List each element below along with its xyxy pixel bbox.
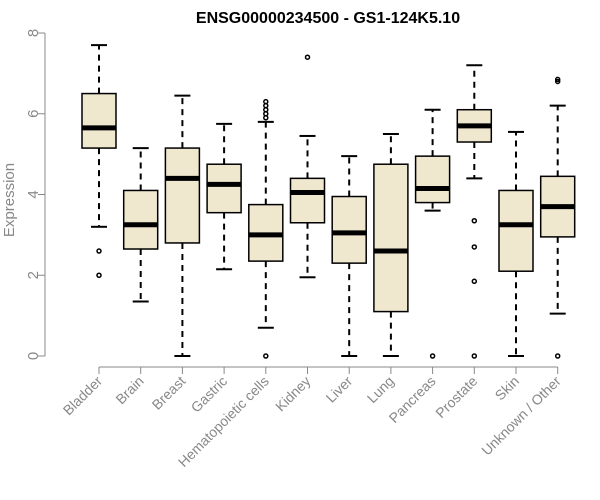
box-skin bbox=[498, 130, 534, 357]
y-tick-label: 6 bbox=[25, 110, 42, 118]
box-body bbox=[331, 195, 367, 264]
box-prostate bbox=[456, 64, 493, 359]
x-tick-label: Unknown / Other bbox=[478, 373, 564, 459]
outlier-point bbox=[471, 353, 478, 359]
x-tick-label: Breast bbox=[149, 373, 189, 413]
y-axis: 0 2 4 6 8 bbox=[25, 29, 46, 360]
box-body bbox=[164, 147, 201, 244]
outlier-point bbox=[471, 217, 478, 224]
box-body bbox=[373, 163, 409, 313]
box-kidney bbox=[289, 54, 326, 279]
box-lung bbox=[373, 132, 409, 357]
box-hematopoietic-cells bbox=[248, 98, 284, 359]
box-brain bbox=[122, 147, 159, 303]
box-body bbox=[289, 177, 326, 224]
box-body bbox=[81, 92, 117, 149]
box-body bbox=[414, 155, 451, 204]
x-tick-label: Brain bbox=[112, 373, 146, 407]
box-breast bbox=[164, 94, 201, 357]
box-pancreas bbox=[414, 108, 451, 359]
outlier-point bbox=[471, 244, 478, 250]
x-tick-label: Bladder bbox=[60, 373, 106, 419]
x-tick-label: Lung bbox=[364, 373, 397, 406]
outlier-point bbox=[304, 54, 311, 60]
x-tick-label: Skin bbox=[492, 373, 523, 404]
box-bladder bbox=[81, 44, 117, 278]
outlier-point bbox=[263, 353, 269, 359]
box-body bbox=[122, 189, 159, 250]
x-tick-label: Liver bbox=[323, 373, 356, 406]
y-tick-label: 0 bbox=[25, 352, 42, 360]
box-liver bbox=[331, 155, 367, 357]
outlier-point bbox=[263, 98, 269, 105]
box-unknown-other bbox=[539, 76, 576, 359]
outlier-point bbox=[554, 76, 561, 83]
outlier-point bbox=[96, 248, 102, 254]
chart-title: ENSG00000234500 - GS1-124K5.10 bbox=[196, 10, 460, 27]
outlier-point bbox=[554, 78, 561, 85]
outlier-point bbox=[554, 353, 561, 359]
box-body bbox=[206, 163, 242, 214]
outlier-point bbox=[429, 353, 436, 359]
box-series bbox=[81, 44, 576, 359]
y-axis-label: Expression bbox=[1, 163, 18, 237]
outlier-point bbox=[96, 272, 102, 278]
x-tick-label: Prostate bbox=[432, 373, 480, 421]
y-tick-label: 4 bbox=[25, 190, 42, 198]
x-tick-label: Kidney bbox=[272, 373, 314, 415]
y-tick-label: 2 bbox=[25, 271, 42, 279]
box-body bbox=[498, 189, 534, 272]
y-tick-label: 8 bbox=[25, 29, 42, 37]
box-gastric bbox=[206, 122, 242, 271]
outlier-point bbox=[471, 278, 478, 285]
